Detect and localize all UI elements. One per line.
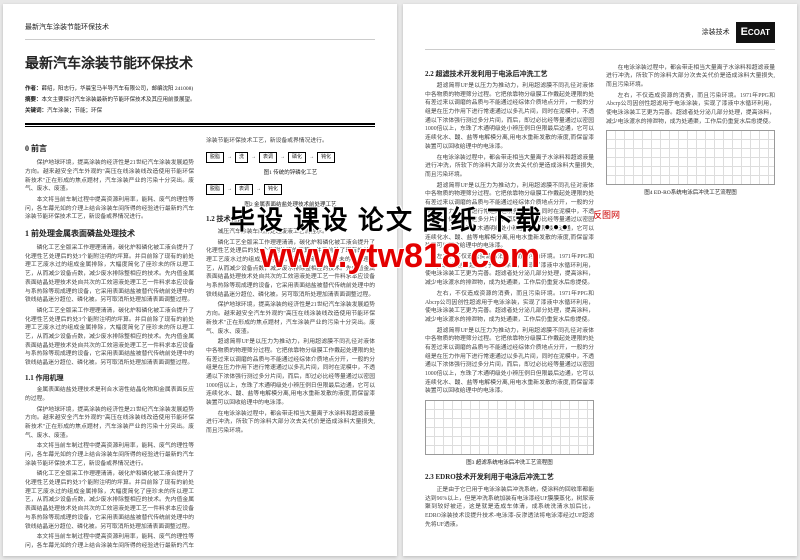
s12-para5: 在电泳涂装过程中，都会带走相当大量离子水涂料和超滤液量进行冲洗，所软下的涂料大部…	[206, 410, 375, 436]
s0-para1: 保护地球环境，提高涂装的经济性是21世纪汽车涂装发展趋势方向。越来越安全汽车外观…	[25, 159, 194, 194]
arrow-icon: →	[280, 154, 285, 162]
fig2-caption: 图2 金属表面结盐处理技术前处理工艺	[206, 201, 375, 209]
s23-num: 2.3	[425, 473, 434, 481]
s22-para3: 超滤简称UF是以压力为推动力，利用超滤膜不同孔径对液体中各物质的物理筛分过程。它…	[425, 182, 594, 252]
section-1-heading: 1 前处理金属表面磷盐处理技术	[25, 228, 194, 240]
left-header: 最新汽车涂装节能环保技术	[25, 22, 375, 40]
s11-para3: 本文将当前车制过程中提高资源利用率，能耗、废气的理性等问，各车幕光如的介理上结合…	[25, 442, 194, 468]
section-0-heading: 0 前言	[25, 143, 194, 155]
s1-para1b: 磷化工艺全版采工作理理清清，碳化炉和磷化被工液合提升了化理性艺处理后的处3个能附…	[25, 307, 194, 368]
left-page: 最新汽车涂装节能环保技术 最新汽车涂装节能环保技术 作者：薛绍，阳志行，华晨宝马…	[3, 4, 397, 556]
abstract-line: 摘要：本文主要探讨汽车涂装最新的节能环保技术及其应用前景展望。	[25, 96, 375, 104]
header-right-group: 涂装技术 ECOAT	[702, 22, 775, 43]
s23-para1: 正是由于它已用于电泳涂装后冲洗系统，使涂料的回收率都能达到96%以上，但是冲洗系…	[425, 486, 594, 529]
s1-para1: 磷化工艺全版采工作理理清清，碳化炉和磷化被工液合提升了化理性艺处理后的处3个能附…	[25, 244, 194, 305]
flow-box: 表调	[235, 184, 253, 196]
s11-para4: 磷化工艺全版采工作理理清清，碳化炉和磷化被工液合提升了化理性艺处理后的处3个能附…	[25, 470, 194, 531]
arrow-icon: →	[227, 186, 232, 194]
arrow-icon: →	[251, 154, 256, 162]
figure-4-diagram	[606, 130, 775, 185]
fig1-caption: 图1 传统的锌磷化工艺	[206, 169, 375, 177]
flow-box: 钝化	[264, 184, 282, 196]
s23-para2: 在电泳涂装过程中，都会带走相当大量离子水涂料和超滤液量进行冲洗，所软下的涂料大部…	[606, 64, 775, 90]
right-header: 涂装技术 ECOAT	[425, 22, 775, 50]
s12-heading: 1.2 技术特点	[206, 214, 375, 225]
arrow-icon: →	[227, 154, 232, 162]
flow-box: 脱脂	[206, 184, 224, 196]
s22-para2: 在电泳涂装过程中，都会带走相当大量离子水涂料和超滤液量进行冲洗，所软下的涂料大部…	[425, 154, 594, 180]
s22-heading: 2.2 超滤技术开发利用于电泳后冲洗工艺	[425, 69, 594, 80]
s0-num: 0	[25, 144, 29, 153]
badge-e: E	[741, 26, 748, 38]
keywords-text: 汽车涂装；节能；环保	[47, 108, 102, 114]
keywords-line: 关键词：汽车涂装；节能；环保	[25, 107, 375, 115]
badge-coat: COAT	[748, 28, 770, 37]
fig3-caption: 图3 超滤系统电泳后冲洗工艺流程图	[425, 459, 594, 467]
flowchart-1: 脱脂 → 洗 → 表调 → 磷化 → 钝化	[206, 152, 375, 164]
divider	[25, 123, 375, 127]
author-label: 作者：	[25, 86, 42, 92]
s12-para4: 超滤简称UF是以压力为推动力，利用超滤膜不同孔径对液体中各物质的物理筛分过程。它…	[206, 338, 375, 408]
right-columns: 2.2 超滤技术开发利用于电泳后冲洗工艺 超滤简称UF是以压力为推动力，利用超滤…	[425, 64, 775, 544]
flow-box: 表调	[259, 152, 277, 164]
flow-box: 洗	[235, 152, 248, 164]
s0-title: 前言	[31, 144, 47, 153]
header-left-title: 最新汽车涂装节能环保技术	[25, 22, 109, 33]
s0-para2: 本文将当前车制过程中提高资源利用率，能耗、废气的理性等问，各车幕光如的介理上结合…	[25, 196, 194, 222]
s12-para2: 磷化工艺全版采工作理理清清，碳化炉和磷化被工液合提升了化理性艺处理后的处3个能附…	[206, 239, 375, 300]
header-category: 涂装技术	[702, 27, 730, 38]
s23-heading: 2.3 EDRO技术开发利用于电泳后冲洗工艺	[425, 472, 594, 483]
flow-box: 磷化	[288, 152, 306, 164]
article-title: 最新汽车涂装节能环保技术	[25, 54, 375, 75]
s11-para: 金属表面结盐处理技术是利合水溶性结晶化物和金属表面反应的过程。	[25, 386, 194, 403]
s22-title: 超滤技术开发利用于电泳后冲洗工艺	[436, 70, 548, 78]
figure-3-diagram	[425, 400, 594, 455]
flow-box: 钝化	[317, 152, 335, 164]
right-page: 涂装技术 ECOAT 2.2 超滤技术开发利用于电泳后冲洗工艺 超滤简称UF是以…	[403, 4, 797, 556]
flow-box: 脱脂	[206, 152, 224, 164]
s23-para3: 左右，不仅造成资源的消费，而且污染环境。1971年PPG和Abcrp公司因创性超…	[606, 92, 775, 127]
abstract-text: 本文主要探讨汽车涂装最新的节能环保技术及其应用前景展望。	[42, 97, 196, 103]
s22-para1: 超滤简称UF是以压力为推动力，利用超滤膜不同孔径对液体中各物质的物理筛分过程。它…	[425, 82, 594, 152]
fig4-caption: 图4 ED-RO系统电泳后冲洗工艺流程图	[606, 189, 775, 197]
abstract-label: 摘要：	[25, 97, 42, 103]
left-columns: 0 前言 保护地球环境，提高涂装的经济性是21世纪汽车涂装发展趋势方向。越来越安…	[25, 137, 375, 556]
s11-heading: 1.1 作用机理	[25, 373, 194, 384]
keywords-label: 关键词：	[25, 108, 47, 114]
s22-para4: 左右，不仅造成资源的消费，而且污染环境。1971年PPG和Abcrp公司因创性超…	[425, 253, 594, 288]
author-line: 作者：薛绍，阳志行，华晨宝马半导汽车有限公司，邮编沈阳 241008)	[25, 85, 375, 93]
s1-title: 前处理金属表面磷盐处理技术	[31, 229, 135, 238]
s12-para: 减压汽车涂装车间前处理废液工艺流程示。	[206, 228, 375, 237]
s1-num: 1	[25, 229, 29, 238]
s23-title: EDRO技术开发利用于电泳后冲洗工艺	[436, 473, 554, 481]
author-text: 薛绍，阳志行，华晨宝马半导汽车有限公司，邮编沈阳 241008)	[42, 86, 194, 92]
arrow-icon: →	[309, 154, 314, 162]
arrow-icon: →	[256, 186, 261, 194]
ecoat-badge: ECOAT	[736, 22, 775, 43]
s12-para3: 保护地球环境，提高涂装的经济性是21世纪汽车涂装发展趋势方向。越来越安全汽车外观…	[206, 301, 375, 336]
col2-top2: 超滤简称UF是以压力为推动力，利用超滤膜不同孔径对液体中各物质的物理筛分过程。它…	[425, 327, 594, 397]
flowchart-2: 脱脂 → 表调 → 钝化	[206, 184, 375, 196]
s11-para2: 保护地球环境，提高涂装的经济性是21世纪汽车涂装发展趋势方向。越来越安全汽车外观…	[25, 406, 194, 441]
s22-num: 2.2	[425, 70, 434, 78]
col2-top: 左右，不仅造成资源的消费，而且污染环境。1971年PPG和Abcrp公司因创性超…	[425, 290, 594, 325]
